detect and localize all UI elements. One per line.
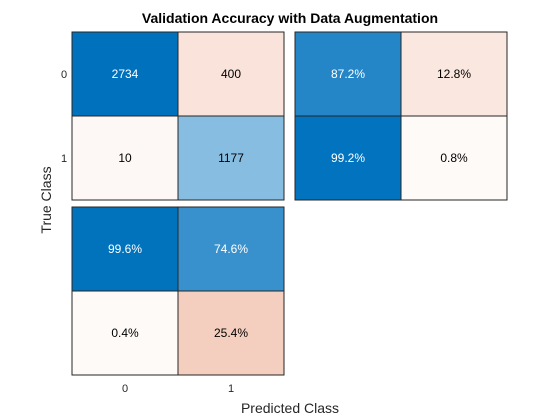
cm-cell-0-1 [177, 31, 285, 117]
row-summary-cell-label-0-1: 12.8% [437, 67, 471, 81]
cm-cell-label-1-0: 10 [118, 151, 132, 165]
chart-title: Validation Accuracy with Data Augmentati… [142, 10, 438, 26]
matrix-cells: 2734 400 10 1177 87.2% 12.8% 99.2% 0.8% 99.6% 74.… [71, 31, 508, 376]
y-tick-label-0: 0 [61, 69, 67, 81]
col-summary-cell-label-0-0: 99.6% [108, 242, 142, 256]
y-axis-label: True Class [38, 166, 54, 233]
row-summary-cell-label-1-1: 0.8% [440, 151, 468, 165]
cm-cell-1-1 [177, 115, 285, 201]
col-summary-cell-0-1 [177, 206, 285, 292]
col-summary-cell-label-1-0: 0.4% [111, 326, 139, 340]
row-summary-cell-0-1 [400, 31, 508, 117]
cm-cell-1-0 [71, 115, 179, 201]
row-summary-cell-1-0 [294, 115, 402, 201]
row-summary-cell-label-0-0: 87.2% [331, 67, 365, 81]
row-summary-cell-0-0 [294, 31, 402, 117]
cm-cell-0-0 [71, 31, 179, 117]
cm-cell-label-1-1: 1177 [218, 151, 244, 165]
x-axis-label: Predicted Class [241, 400, 339, 416]
row-summary-cell-label-1-0: 99.2% [331, 151, 365, 165]
y-tick-label-1: 1 [61, 153, 67, 165]
cm-cell-label-0-1: 400 [221, 67, 241, 81]
col-summary-cell-label-1-1: 25.4% [214, 326, 248, 340]
cm-cell-label-0-0: 2734 [112, 67, 139, 81]
col-summary-cell-1-1 [177, 290, 285, 376]
x-tick-label-0: 0 [122, 383, 128, 395]
col-summary-cell-label-0-1: 74.6% [214, 242, 248, 256]
x-tick-label-1: 1 [228, 383, 234, 395]
row-summary-cell-1-1 [400, 115, 508, 201]
